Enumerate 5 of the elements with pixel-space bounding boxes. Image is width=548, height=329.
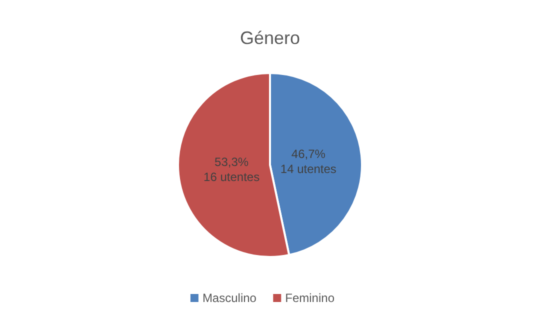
data-label: 53,3% 16 utentes xyxy=(204,155,260,184)
chart-title: Género xyxy=(240,28,300,48)
legend-label: Feminino xyxy=(285,291,335,305)
data-label: 46,7% 14 utentes xyxy=(280,146,336,176)
legend-label: Masculino xyxy=(202,291,257,305)
